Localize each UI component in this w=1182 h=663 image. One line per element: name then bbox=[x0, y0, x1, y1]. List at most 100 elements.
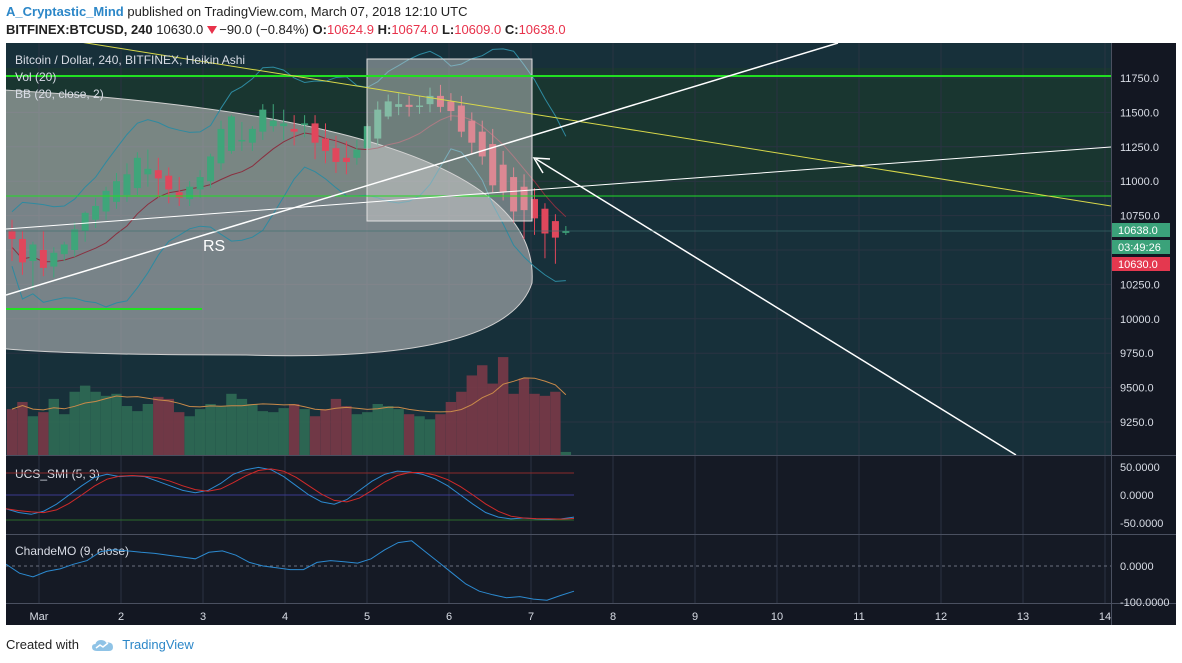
close-value: 10638.0 bbox=[518, 22, 566, 37]
volume-bar bbox=[163, 398, 174, 455]
volume-bar bbox=[299, 409, 310, 455]
volume-bar bbox=[184, 416, 195, 455]
candle-body bbox=[248, 128, 256, 143]
tradingview-link[interactable]: TradingView bbox=[122, 637, 194, 652]
candle-body bbox=[8, 230, 16, 239]
volume-bar bbox=[550, 391, 561, 455]
volume-bar bbox=[477, 365, 488, 455]
volume-bar bbox=[142, 404, 154, 455]
volume-bar bbox=[111, 393, 122, 455]
volume-bar bbox=[456, 391, 467, 455]
publish-info: A_Cryptastic_Mind published on TradingVi… bbox=[6, 4, 468, 19]
volume-bar bbox=[268, 412, 279, 455]
candle-body bbox=[541, 208, 549, 234]
chart-area[interactable]: RS Bitcoin / Dollar, 240, BITFINEX, Heik… bbox=[6, 43, 1176, 625]
volume-bar bbox=[393, 409, 404, 455]
volume-bar bbox=[424, 419, 436, 455]
last-price-badge-text: 10630.0 bbox=[1118, 259, 1158, 271]
yellow-trendline[interactable] bbox=[36, 43, 1111, 207]
volume-bar bbox=[100, 395, 112, 455]
volume-bar bbox=[445, 401, 457, 455]
rs-label: RS bbox=[203, 238, 225, 255]
candle-body bbox=[562, 231, 570, 233]
price-axis-label: 11750.0 bbox=[1120, 73, 1159, 85]
candle-body bbox=[426, 95, 434, 105]
candle-body bbox=[468, 120, 476, 143]
candle-body bbox=[520, 186, 528, 211]
candle-body bbox=[71, 229, 79, 250]
white-trendline-flat[interactable] bbox=[6, 146, 1111, 230]
volume-bar bbox=[59, 414, 70, 455]
smi-axis-label: -50.0000 bbox=[1120, 518, 1163, 530]
candle-body bbox=[436, 95, 444, 107]
time-axis-label: 9 bbox=[692, 611, 698, 623]
candle-body bbox=[123, 174, 131, 195]
volume-bar bbox=[288, 404, 300, 455]
created-with-text: Created with bbox=[6, 637, 79, 652]
high-label: H: bbox=[377, 22, 392, 37]
volume-bar bbox=[153, 396, 164, 455]
volume-bar bbox=[351, 414, 363, 455]
highlight-box[interactable] bbox=[366, 58, 533, 222]
price-axis-label: 11500.0 bbox=[1120, 107, 1159, 119]
candle-body bbox=[311, 123, 319, 143]
price-axis-label: 9250.0 bbox=[1120, 417, 1154, 429]
volume-bar bbox=[487, 383, 498, 455]
volume-bar bbox=[539, 395, 551, 455]
candle-body bbox=[144, 168, 152, 175]
volume-bar bbox=[403, 414, 415, 455]
candle-body bbox=[395, 104, 403, 107]
time-axis-label: 11 bbox=[853, 611, 864, 623]
smi-legend: UCS_SMI (5, 3) bbox=[15, 467, 100, 481]
published-text: published on TradingView.com, March 07, … bbox=[127, 4, 468, 19]
candle-body bbox=[332, 148, 340, 162]
time-axis[interactable]: Mar 2 3 4 5 6 7 8 9 10 11 12 13 14 bbox=[30, 611, 1112, 623]
volume-bar bbox=[90, 391, 101, 455]
candle-body bbox=[489, 144, 497, 186]
candle-body bbox=[322, 138, 329, 151]
candle-body bbox=[551, 221, 559, 238]
candle-body bbox=[510, 177, 518, 212]
candle-body bbox=[405, 104, 413, 107]
volume-bar bbox=[309, 416, 321, 455]
footer: Created with TradingView bbox=[6, 637, 194, 652]
time-axis-label: 6 bbox=[446, 611, 452, 623]
low-value: 10609.0 bbox=[454, 22, 502, 37]
candle-body bbox=[217, 128, 225, 164]
candle-body bbox=[196, 177, 204, 190]
price-axis[interactable]: 11750.0 11500.0 11250.0 11000.0 10750.0 10250… bbox=[1120, 73, 1160, 429]
countdown-badge bbox=[1112, 240, 1170, 254]
candle-body bbox=[259, 109, 267, 132]
candle-body bbox=[499, 164, 507, 193]
chart-canvas[interactable]: RS Bitcoin / Dollar, 240, BITFINEX, Heik… bbox=[6, 43, 1176, 625]
candle-body bbox=[269, 120, 277, 127]
candle-body bbox=[280, 123, 288, 127]
candle-body bbox=[175, 192, 183, 198]
volume-bar bbox=[194, 409, 206, 455]
white-trendline-steep[interactable] bbox=[6, 43, 839, 296]
volume-bar bbox=[121, 406, 133, 455]
volume-bar bbox=[132, 411, 143, 455]
close-price-badge bbox=[1112, 223, 1170, 237]
volume-bar bbox=[215, 406, 227, 455]
vol-legend: Vol (20) bbox=[15, 70, 56, 84]
symbol-info: BITFINEX:BTCUSD, 240 10630.0 −90.0 (−0.84… bbox=[6, 22, 566, 37]
volume-bar bbox=[560, 451, 572, 455]
close-price-badge-text: 10638.0 bbox=[1118, 225, 1158, 237]
countdown-badge-text: 03:49:26 bbox=[1118, 242, 1161, 254]
volume-bar bbox=[257, 411, 268, 455]
time-axis-label: 5 bbox=[364, 611, 370, 623]
volume-bar bbox=[48, 398, 59, 455]
volume-bar bbox=[278, 408, 289, 455]
projection-arrow[interactable] bbox=[535, 158, 1017, 455]
smi-axis-label: 50.0000 bbox=[1120, 462, 1160, 474]
author-link[interactable]: A_Cryptastic_Mind bbox=[6, 4, 124, 19]
volume-bar bbox=[38, 412, 49, 455]
cmo-pane-bg bbox=[6, 535, 1111, 603]
open-label: O: bbox=[312, 22, 327, 37]
price-axis-label: 10250.0 bbox=[1120, 279, 1160, 291]
time-axis-label: 3 bbox=[200, 611, 206, 623]
candle-body bbox=[301, 123, 309, 125]
candle-body bbox=[154, 170, 162, 179]
